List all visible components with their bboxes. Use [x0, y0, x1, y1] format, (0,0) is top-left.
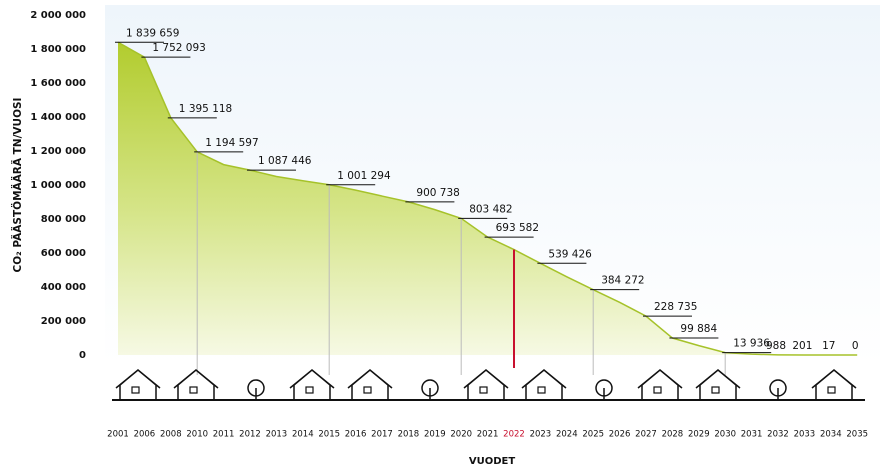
value-label: 900 738 — [416, 187, 459, 199]
value-label: 99 884 — [680, 323, 717, 335]
window — [653, 386, 662, 394]
value-label: 228 735 — [654, 301, 697, 313]
x-tick-label: 2012 — [239, 430, 261, 440]
x-tick-label: 2010 — [186, 430, 208, 440]
x-tick-label: 2006 — [134, 430, 156, 440]
x-tick-label: 2016 — [345, 430, 367, 440]
x-tick-label: 2001 — [107, 430, 129, 440]
x-tick-label: 2011 — [213, 430, 235, 440]
x-tick-label: 2035 — [846, 430, 868, 440]
y-tick-label: 200 000 — [41, 316, 86, 327]
x-tick-label: 2032 — [767, 430, 789, 440]
value-label: 13 936 — [733, 338, 770, 350]
x-tick-label: 2015 — [318, 430, 340, 440]
y-tick-label: 1 200 000 — [30, 146, 86, 157]
x-tick-label: 2019 — [424, 430, 446, 440]
x-tick-label: 2017 — [371, 430, 393, 440]
x-tick-label: 2021 — [477, 430, 499, 440]
y-tick-label: 600 000 — [41, 248, 86, 259]
window — [479, 386, 488, 394]
tree — [247, 379, 265, 400]
house — [637, 369, 683, 400]
x-tick-label: 2033 — [794, 430, 816, 440]
value-label: 1 395 118 — [179, 103, 232, 115]
y-tick-label: 400 000 — [41, 282, 86, 293]
y-tick-label: 1 400 000 — [30, 112, 86, 123]
tree — [421, 379, 439, 400]
x-tick-label: 2031 — [741, 430, 763, 440]
house — [173, 369, 219, 400]
x-axis-label: VUODET — [469, 456, 515, 467]
x-tick-label: 2029 — [688, 430, 710, 440]
x-tick-label: 2023 — [530, 430, 552, 440]
x-tick-label: 2028 — [662, 430, 684, 440]
house — [521, 369, 567, 400]
value-label: 201 — [792, 340, 812, 352]
y-tick-label: 0 — [79, 350, 86, 361]
y-tick-label: 1 000 000 — [30, 180, 86, 191]
y-tick-label: 800 000 — [41, 214, 86, 225]
value-label: 1 839 659 — [126, 27, 179, 39]
value-label: 17 — [822, 340, 835, 352]
window — [189, 386, 198, 394]
x-tick-label: 2034 — [820, 430, 842, 440]
x-tick-label: 2026 — [609, 430, 631, 440]
value-label: 803 482 — [469, 203, 512, 215]
value-label: 0 — [852, 340, 859, 352]
window — [827, 386, 836, 394]
house — [115, 369, 161, 400]
x-tick-label: 2024 — [556, 430, 578, 440]
tree — [769, 379, 787, 400]
house — [695, 369, 741, 400]
area — [118, 42, 858, 356]
window — [711, 386, 720, 394]
x-tick-label: 2030 — [714, 430, 736, 440]
value-label: 1 001 294 — [337, 170, 391, 182]
value-label: 539 426 — [548, 248, 592, 260]
y-tick-label: 1 800 000 — [30, 44, 86, 55]
window — [363, 386, 372, 394]
x-tick-label: 2020 — [450, 430, 472, 440]
value-label: 1 087 446 — [258, 155, 312, 167]
window — [537, 386, 546, 394]
x-tick-label: 2018 — [398, 430, 420, 440]
window — [131, 386, 140, 394]
y-axis-label: CO₂ PÄÄSTÖMÄÄRÄ TN/VUOSI — [10, 98, 24, 273]
window — [305, 386, 314, 394]
value-label: 1 752 093 — [152, 42, 205, 54]
y-tick-label: 2 000 000 — [30, 10, 86, 21]
x-tick-label: 2008 — [160, 430, 182, 440]
value-label: 693 582 — [496, 222, 539, 234]
x-tick-label: 2013 — [266, 430, 288, 440]
house — [811, 369, 857, 400]
house — [347, 369, 393, 400]
x-tick-label: 2014 — [292, 430, 314, 440]
y-tick-label: 1 600 000 — [30, 78, 86, 89]
house — [289, 369, 335, 400]
value-label: 1 194 597 — [205, 137, 258, 149]
x-tick-label: 2025 — [582, 430, 604, 440]
x-tick-label: 2022 — [503, 430, 525, 440]
value-label: 988 — [766, 340, 786, 352]
house — [463, 369, 509, 400]
x-tick-label: 2027 — [635, 430, 657, 440]
value-label: 384 272 — [601, 275, 644, 287]
tree — [595, 379, 613, 400]
